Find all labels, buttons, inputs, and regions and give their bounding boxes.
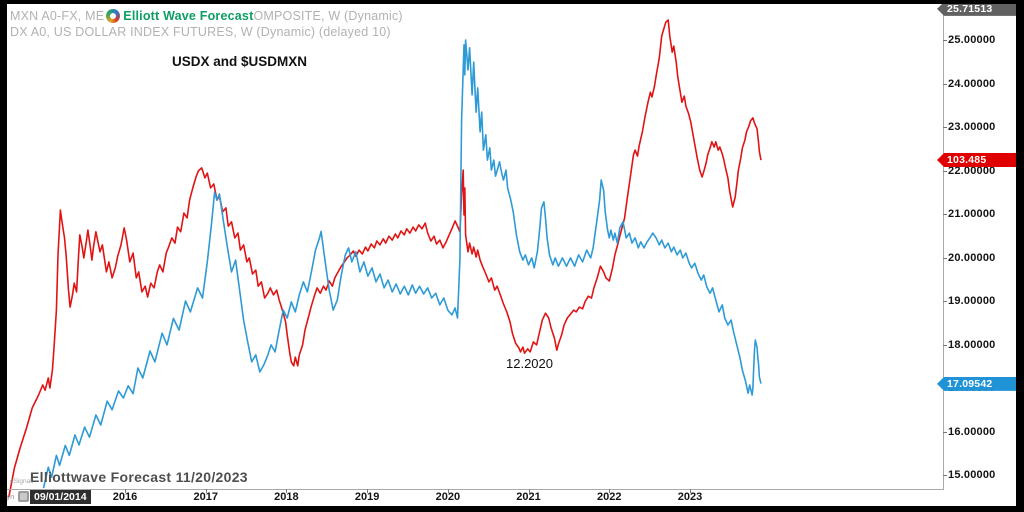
series-start-date-badge: 09/01/2014 bbox=[30, 490, 91, 504]
time-axis-label: 2017 bbox=[193, 491, 218, 503]
time-axis-border bbox=[7, 489, 944, 490]
price-axis-label: 24.00000 bbox=[948, 77, 996, 90]
time-axis-tick bbox=[447, 489, 449, 493]
price-axis-label: 25.00000 bbox=[948, 34, 996, 46]
time-axis-tick bbox=[609, 489, 611, 493]
price-axis-label: 18.00000 bbox=[948, 338, 996, 351]
dyn-label: Dyn bbox=[7, 492, 15, 501]
symbol-header-line2: DX A0, US DOLLAR INDEX FUTURES, W (Dynam… bbox=[10, 25, 391, 39]
time-axis-tick bbox=[367, 489, 369, 493]
symbol-line1-suffix: OMPOSITE, W (Dynamic) bbox=[253, 9, 403, 23]
usdmxn-line-series bbox=[42, 39, 762, 489]
usdx-last-price-badge: 103.485 bbox=[937, 153, 1016, 168]
usdx-line-series bbox=[8, 19, 762, 498]
chart-canvas[interactable]: MXN A0-FX, ME Elliott Wave Forecast OMPOSI… bbox=[7, 4, 1016, 506]
usdmxn-last-price-badge: 17.09542 bbox=[937, 376, 1016, 391]
price-axis-tick bbox=[943, 257, 947, 259]
page-icon[interactable] bbox=[18, 491, 29, 502]
symbol-line1-prefix: MXN A0-FX, ME bbox=[10, 9, 105, 23]
time-axis-tick bbox=[125, 489, 126, 493]
elliott-wave-forecast-logo-icon bbox=[106, 9, 121, 23]
price-axis-tick bbox=[943, 214, 947, 215]
price-axis-tick bbox=[943, 431, 947, 433]
price-axis-label: 19.00000 bbox=[948, 295, 996, 307]
price-axis-label: 16.00000 bbox=[948, 425, 996, 438]
chart-title-annotation: USDX and $USDMXN bbox=[172, 54, 308, 69]
price-axis-tick bbox=[943, 344, 947, 346]
bottom-watermark: Elliottwave Forecast 11/20/2023 bbox=[30, 469, 248, 485]
symbol-header-line1: MXN A0-FX, ME Elliott Wave Forecast OMPOSI… bbox=[10, 9, 403, 23]
price-axis-label: 22.00000 bbox=[948, 164, 996, 177]
time-axis-label: 2023 bbox=[677, 491, 703, 503]
time-axis-label: 2021 bbox=[516, 491, 541, 503]
price-axis-tick bbox=[943, 40, 947, 41]
event-date-annotation: 12.2020 bbox=[506, 356, 553, 371]
time-axis-tick bbox=[286, 489, 288, 493]
time-axis-label: 2020 bbox=[435, 491, 461, 503]
time-axis-tick bbox=[205, 489, 207, 493]
price-axis-label: 15.00000 bbox=[948, 469, 996, 481]
price-axis-label: 21.00000 bbox=[948, 208, 996, 220]
high-marker-badge: 25.71513 bbox=[937, 4, 1016, 16]
time-axis-label: 2019 bbox=[354, 491, 380, 503]
price-axis-tick bbox=[943, 170, 947, 172]
price-axis-border bbox=[943, 4, 944, 490]
price-axis-label: 20.00000 bbox=[948, 251, 996, 264]
time-axis-tick bbox=[528, 489, 530, 493]
time-axis-label: 2018 bbox=[274, 491, 299, 503]
time-axis-tick bbox=[689, 489, 691, 493]
price-axis-tick bbox=[943, 475, 947, 476]
price-axis-tick bbox=[943, 301, 947, 302]
price-axis-tick bbox=[943, 127, 947, 128]
price-axis-label: 23.00000 bbox=[948, 121, 996, 133]
vendor-watermark: eSignal, bbox=[10, 478, 34, 485]
elliott-wave-forecast-watermark: Elliott Wave Forecast bbox=[123, 9, 254, 23]
time-axis-label: 2022 bbox=[597, 491, 622, 503]
time-axis-label: 2016 bbox=[112, 491, 138, 503]
plot-area[interactable] bbox=[7, 4, 1016, 506]
price-axis-tick bbox=[943, 83, 947, 85]
